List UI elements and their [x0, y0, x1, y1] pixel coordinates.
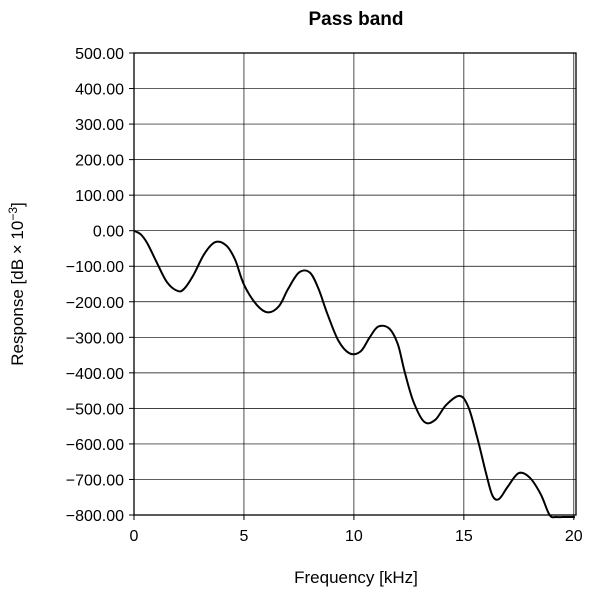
y-tick-label: 400.00: [75, 82, 124, 99]
y-tick-label: 300.00: [75, 117, 124, 134]
response-curve: [133, 229, 575, 519]
y-tick-label: −400.00: [66, 366, 124, 383]
grid-lines: [129, 52, 576, 520]
y-tick-labels: 500.00 400.00 300.00 200.00 100.00 0.00 −100.0…: [66, 46, 124, 525]
y-tick-label: −100.00: [66, 259, 124, 276]
y-tick-label: −600.00: [66, 437, 124, 454]
x-tick-label: 20: [565, 528, 583, 545]
y-tick-label: −300.00: [66, 330, 124, 347]
chart-title: Pass band: [308, 9, 403, 30]
x-tick-label: 5: [239, 528, 248, 545]
x-tick-label: 10: [345, 528, 363, 545]
y-axis-label-exponent: −3: [6, 207, 20, 221]
y-axis-label-main: Response [dB × 10: [8, 221, 27, 366]
y-tick-label: −200.00: [66, 295, 124, 312]
y-tick-label: 500.00: [75, 46, 124, 63]
plot-frame: [133, 52, 577, 516]
y-tick-label: 100.00: [75, 188, 124, 205]
y-axis-label-end: ]: [8, 202, 27, 207]
y-tick-label: −800.00: [66, 508, 124, 525]
y-tick-label: −500.00: [66, 401, 124, 418]
y-axis-label: Response [dB × 10−3]: [6, 202, 27, 366]
x-tick-label: 15: [455, 528, 473, 545]
x-axis-label: Frequency [kHz]: [294, 568, 418, 587]
y-tick-label: 0.00: [93, 224, 124, 241]
x-tick-labels: 0 5 10 15 20: [130, 528, 583, 545]
y-tick-label: 200.00: [75, 153, 124, 170]
y-tick-label: −700.00: [66, 472, 124, 489]
x-tick-label: 0: [130, 528, 139, 545]
